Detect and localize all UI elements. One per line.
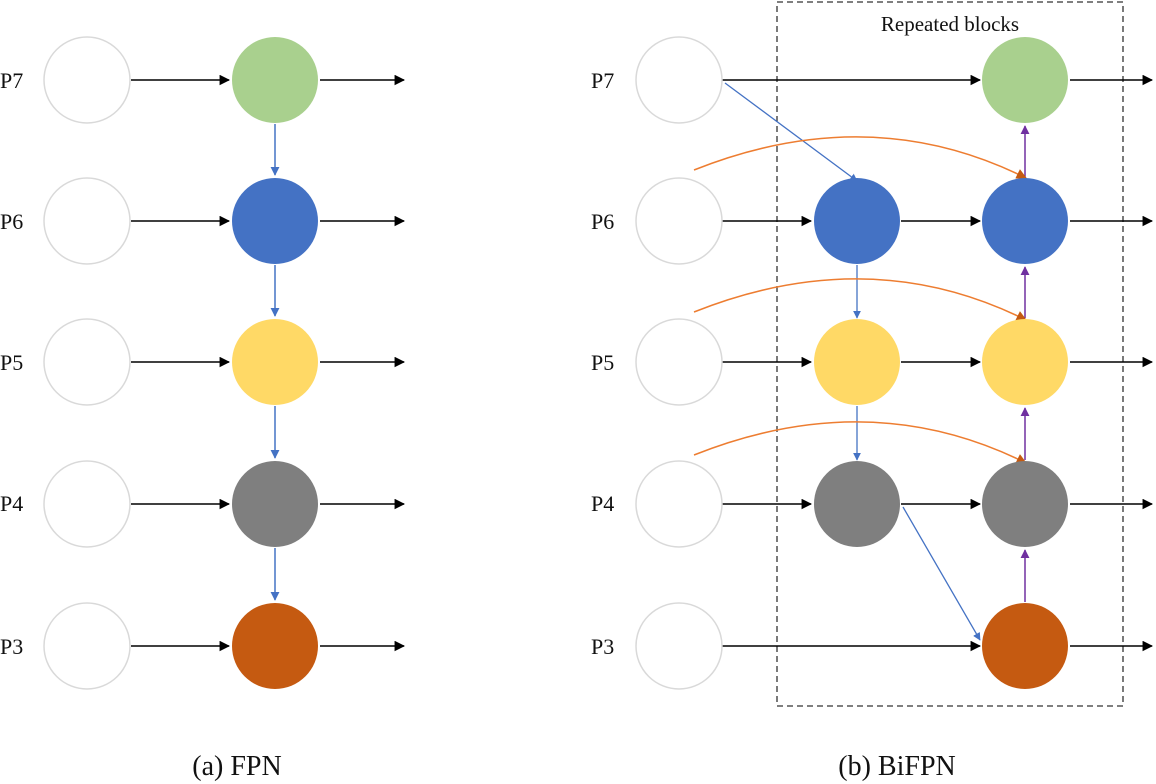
fpn-input-node-p6	[43, 177, 131, 265]
bifpn-out-node-p7	[982, 37, 1068, 123]
bifpn-out-node-p3	[982, 603, 1068, 689]
fpn-input-node-p7	[43, 36, 131, 124]
bifpn-skip-edge-p4	[693, 421, 1027, 464]
bifpn-label-p7: P7	[591, 68, 614, 93]
bifpn-input-node-p3	[635, 602, 723, 690]
bifpn-out-node-p6	[982, 178, 1068, 264]
bifpn-mid-node-p5	[814, 319, 900, 405]
bifpn-skip-edge-p5	[693, 278, 1027, 321]
fpn-node-p4	[232, 461, 318, 547]
fpn-label-p3: P3	[0, 634, 23, 659]
bifpn-topdown-edge-p4-p3	[902, 506, 981, 641]
bifpn-label-p5: P5	[591, 350, 614, 375]
bifpn-mid-node-p4	[814, 461, 900, 547]
bifpn-label-p6: P6	[591, 209, 614, 234]
bifpn-caption: (b) BiFPN	[838, 751, 955, 782]
bifpn-mid-node-p6	[814, 178, 900, 264]
bifpn-out-node-p4	[982, 461, 1068, 547]
fpn-panel: P7 P6 P5 P4 P3 (a) FPN	[0, 36, 406, 782]
bifpn-topdown-edge-p7-p6	[724, 82, 858, 182]
bifpn-input-node-p7	[635, 36, 723, 124]
bifpn-label-p4: P4	[591, 491, 614, 516]
fpn-caption: (a) FPN	[192, 751, 281, 782]
bifpn-label-p3: P3	[591, 634, 614, 659]
fpn-label-p7: P7	[0, 68, 23, 93]
fpn-node-p3	[232, 603, 318, 689]
repeated-blocks-box	[776, 1, 1124, 707]
fpn-node-p5	[232, 319, 318, 405]
fpn-node-p7	[232, 37, 318, 123]
fpn-node-p6	[232, 178, 318, 264]
bifpn-panel: Repeated blocks P7 P6 P5 P4 P3	[591, 1, 1154, 782]
bifpn-skip-edge-p6	[693, 136, 1027, 179]
fpn-input-node-p5	[43, 318, 131, 406]
bifpn-input-node-p4	[635, 460, 723, 548]
bifpn-input-node-p6	[635, 177, 723, 265]
fpn-label-p4: P4	[0, 491, 23, 516]
fpn-input-node-p3	[43, 602, 131, 690]
repeated-blocks-label: Repeated blocks	[881, 12, 1019, 36]
fpn-label-p5: P5	[0, 350, 23, 375]
fpn-input-node-p4	[43, 460, 131, 548]
bifpn-out-node-p5	[982, 319, 1068, 405]
bifpn-input-node-p5	[635, 318, 723, 406]
fpn-label-p6: P6	[0, 209, 23, 234]
